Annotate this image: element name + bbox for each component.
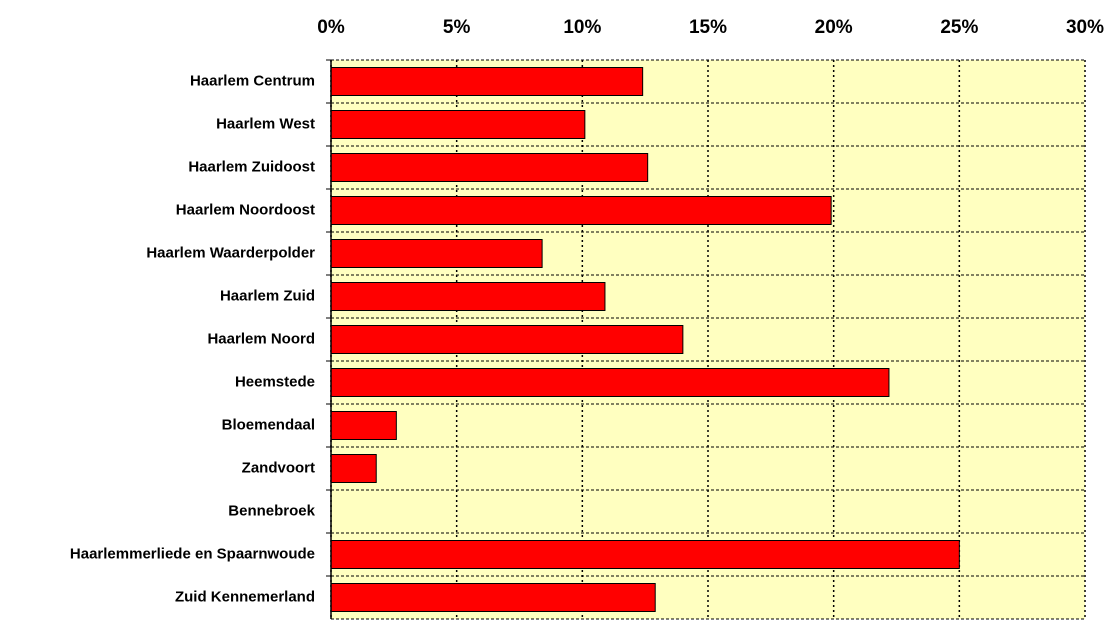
y-tick-label: Bennebroek bbox=[228, 502, 315, 519]
y-tick-label: Zuid Kennemerland bbox=[175, 588, 315, 605]
bar bbox=[330, 239, 543, 268]
bar bbox=[330, 282, 606, 311]
bar bbox=[330, 153, 649, 182]
x-tick-label: 30% bbox=[1066, 17, 1104, 38]
y-tick-label: Heemstede bbox=[235, 373, 315, 390]
bar bbox=[330, 368, 890, 397]
y-tick-label: Haarlem Noordoost bbox=[176, 201, 315, 218]
x-tick-label: 20% bbox=[815, 17, 853, 38]
x-tick-label: 10% bbox=[563, 17, 601, 38]
x-tick-label: 25% bbox=[940, 17, 978, 38]
bar bbox=[330, 110, 586, 139]
bar bbox=[330, 583, 656, 612]
y-tick-label: Haarlem Zuid bbox=[220, 287, 315, 304]
bar bbox=[330, 325, 684, 354]
y-tick-label: Bloemendaal bbox=[222, 416, 315, 433]
y-tick-label: Haarlem Centrum bbox=[190, 72, 315, 89]
bar bbox=[330, 196, 832, 225]
y-tick-label: Haarlem Waarderpolder bbox=[146, 244, 315, 261]
y-tick-label: Haarlem West bbox=[216, 115, 315, 132]
bar bbox=[330, 67, 644, 96]
x-tick-label: 5% bbox=[443, 17, 471, 38]
y-tick-label: Haarlemmerliede en Spaarnwoude bbox=[70, 545, 315, 562]
bar bbox=[330, 540, 960, 569]
y-tick-label: Haarlem Noord bbox=[207, 330, 315, 347]
bar bbox=[330, 454, 377, 483]
bar bbox=[330, 411, 397, 440]
x-tick-label: 15% bbox=[689, 17, 727, 38]
x-tick-label: 0% bbox=[317, 17, 345, 38]
y-tick-label: Zandvoort bbox=[242, 459, 315, 476]
y-tick-label: Haarlem Zuidoost bbox=[188, 158, 315, 175]
